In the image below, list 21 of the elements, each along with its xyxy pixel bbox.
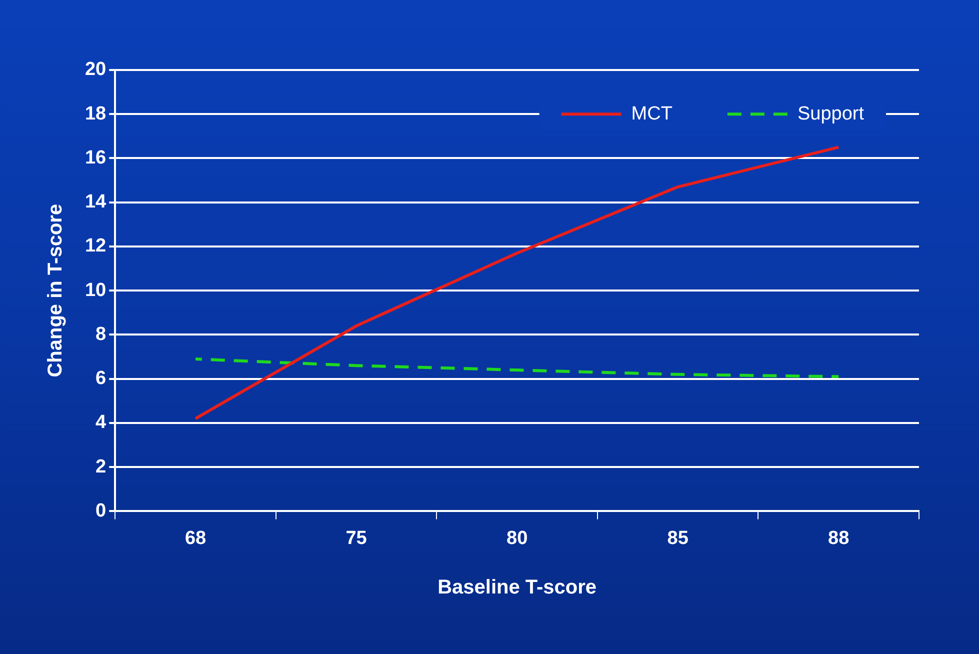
y-tick-label: 16 xyxy=(84,147,106,168)
y-axis-title: Change in T-score xyxy=(44,204,67,378)
y-tick-label: 6 xyxy=(96,368,106,390)
x-tick-label: 85 xyxy=(667,528,689,549)
x-axis-title: Baseline T-score xyxy=(438,576,597,599)
x-tick-label: 80 xyxy=(506,528,528,549)
legend-label: MCT xyxy=(631,103,673,124)
y-tick-label: 0 xyxy=(96,500,106,522)
x-tick-label: 68 xyxy=(184,528,206,549)
y-tick-label: 18 xyxy=(84,103,106,124)
y-tick-label: 10 xyxy=(84,280,106,301)
y-tick-label: 12 xyxy=(84,236,106,257)
x-tick-label: 75 xyxy=(346,528,368,549)
y-tick-label: 4 xyxy=(96,412,107,434)
y-tick-label: 20 xyxy=(84,59,106,80)
legend-label: Support xyxy=(797,103,865,124)
y-tick-label: 8 xyxy=(96,324,106,345)
y-tick-label: 14 xyxy=(84,192,107,213)
line-series xyxy=(194,357,840,378)
y-tick-label: 2 xyxy=(96,456,106,478)
x-tick-label: 88 xyxy=(828,528,850,549)
